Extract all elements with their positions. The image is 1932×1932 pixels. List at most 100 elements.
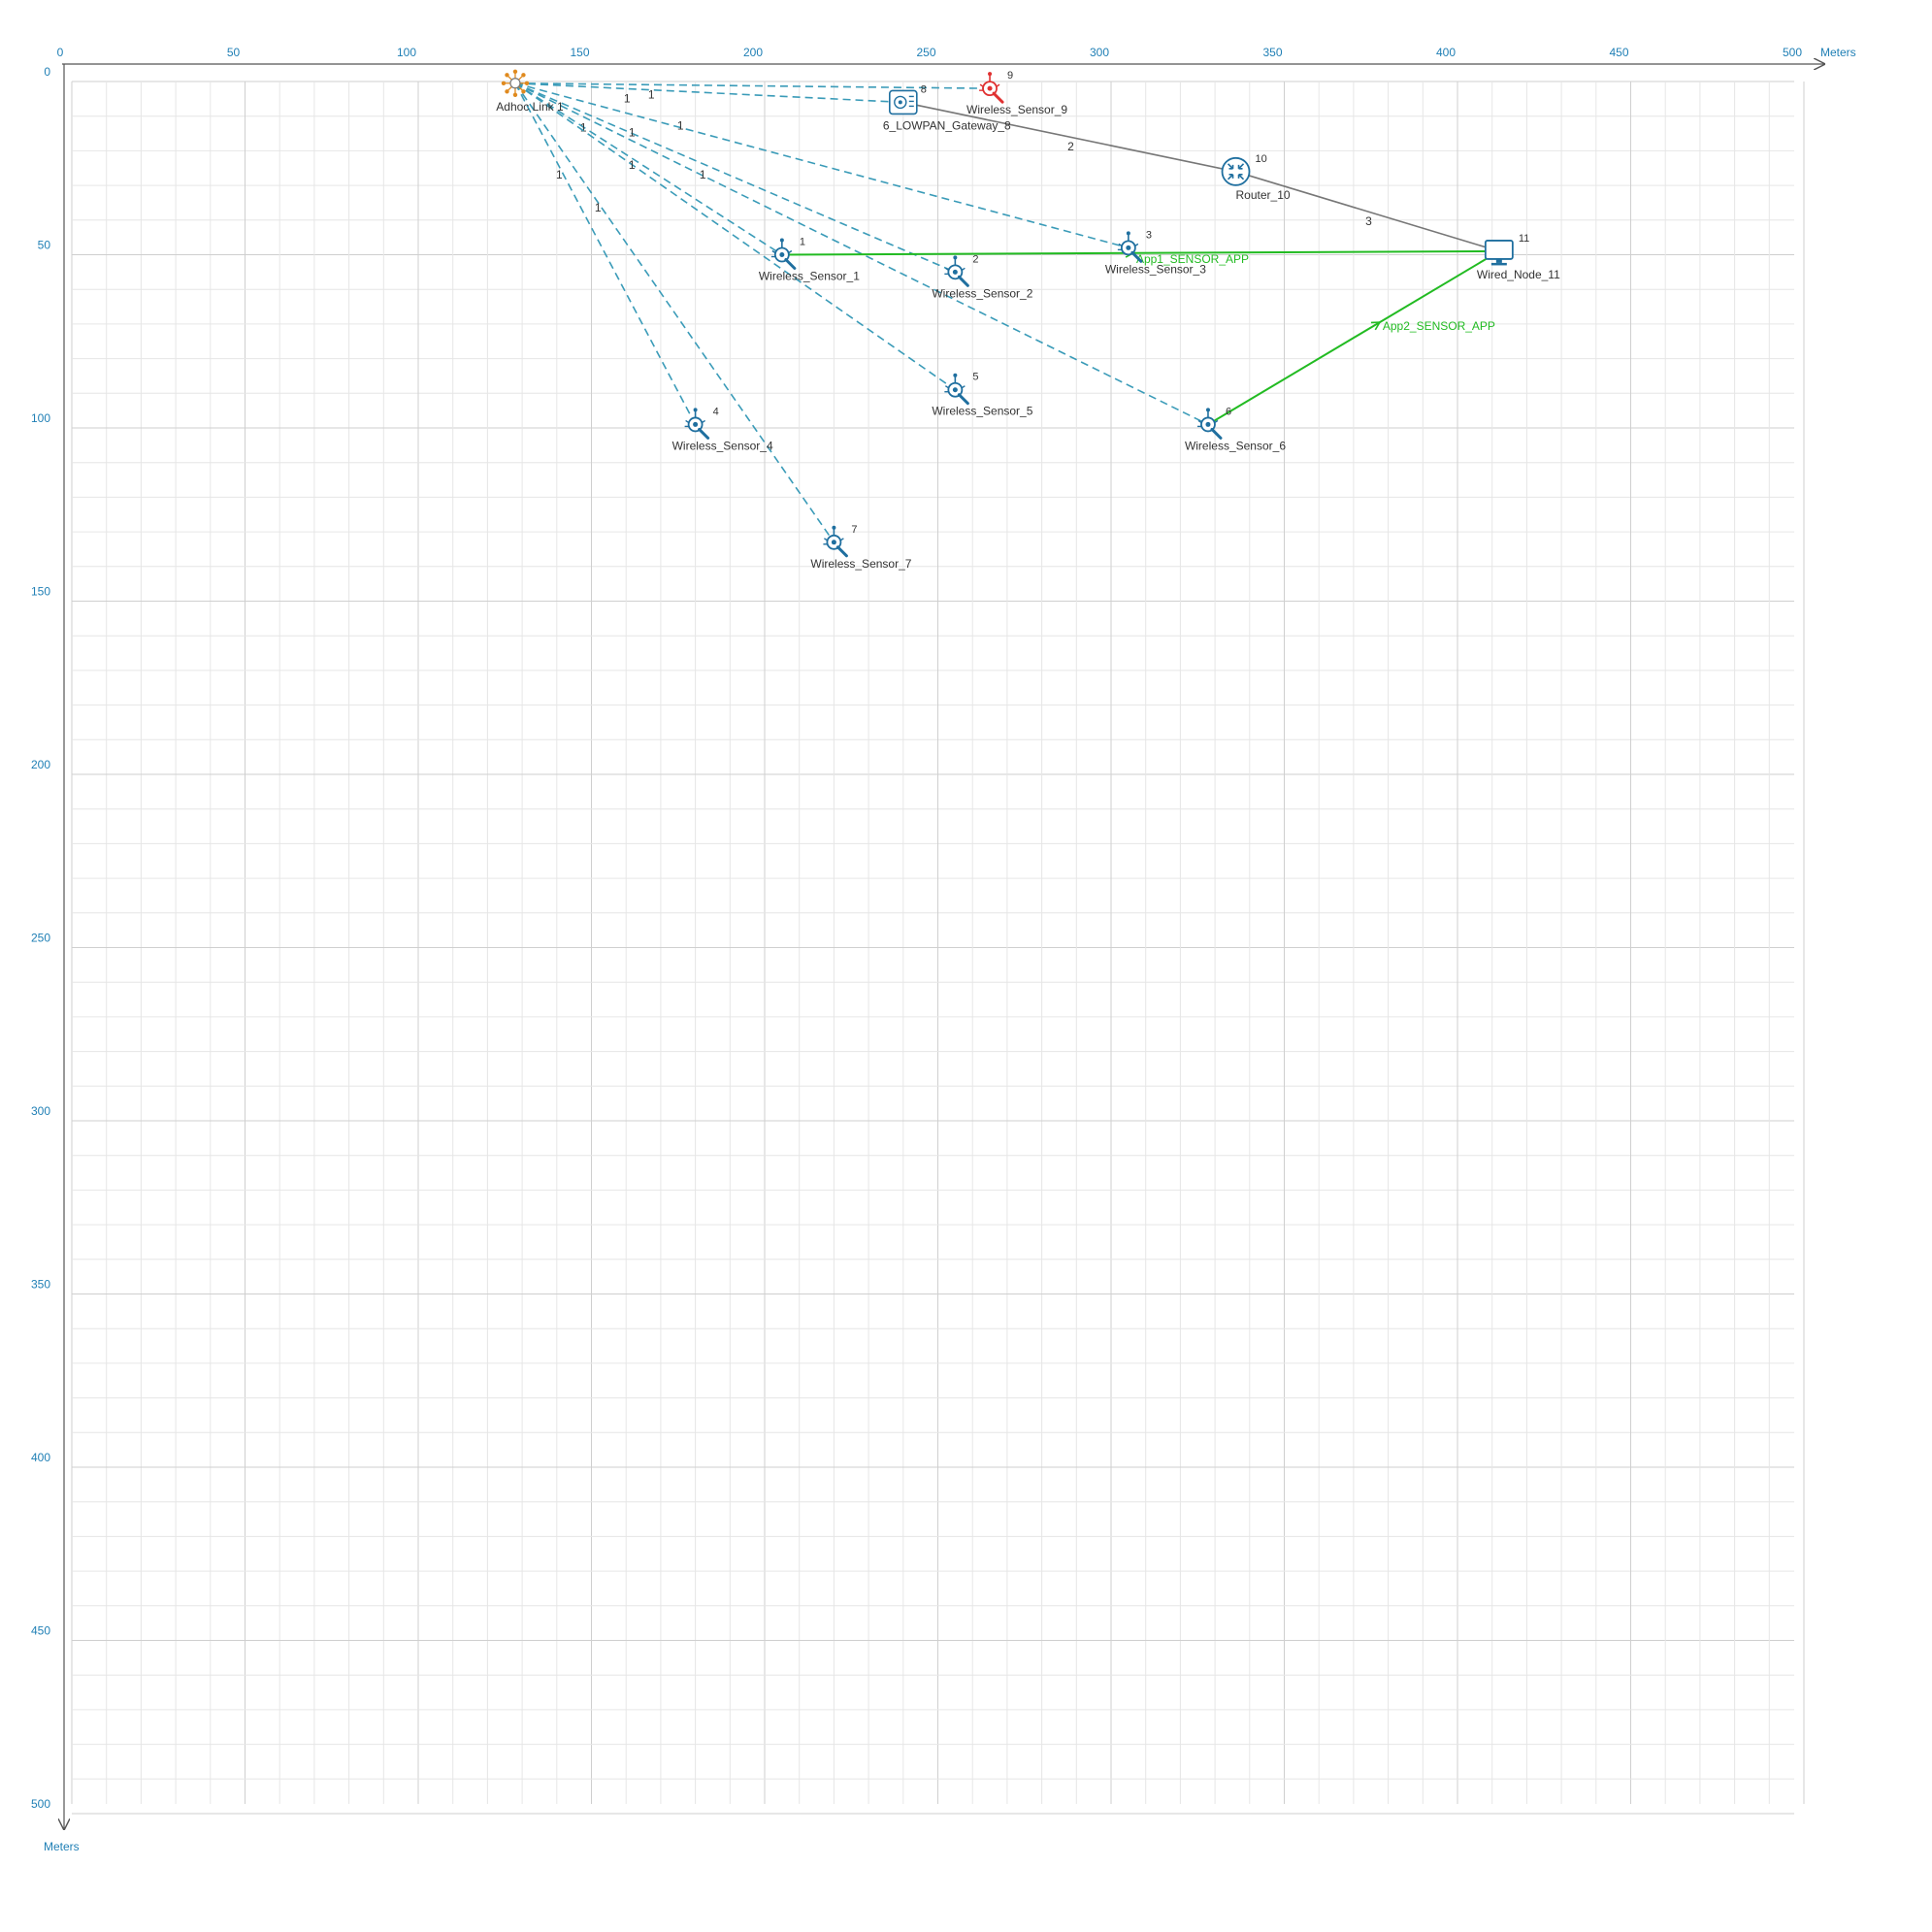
wireless-links: 1 1 1 1 1 1 1 1 1 <box>514 82 1209 543</box>
device-number: 10 <box>1256 153 1267 165</box>
wired-links: 23 <box>902 101 1500 252</box>
app-flow-2[interactable] <box>1207 250 1500 426</box>
x-axis-unit: Meters <box>1820 46 1856 59</box>
device-number: 11 <box>1519 233 1529 245</box>
x-tick-label: 0 <box>57 46 64 59</box>
device-wn11[interactable]: 11 Wired_Node_11 <box>1477 233 1560 281</box>
wireless-link-ws7[interactable] <box>514 82 835 543</box>
sensor-icon <box>1117 231 1143 263</box>
device-number: 9 <box>1007 70 1013 82</box>
app-flow-arrow <box>1370 321 1382 331</box>
x-tick-label: 150 <box>570 46 589 59</box>
device-r10[interactable]: 10 Router_10 <box>1221 153 1291 202</box>
wireless-link-label: 1 <box>648 87 655 101</box>
wireless-link-label: 1 <box>624 91 631 105</box>
x-tick-label: 400 <box>1436 46 1456 59</box>
app-flow-1[interactable] <box>781 249 1499 256</box>
wireless-link-gw8[interactable] <box>514 82 903 104</box>
device-ws1[interactable]: 1 Wireless_Sensor_1 <box>759 237 860 283</box>
device-label: Wireless_Sensor_4 <box>672 439 773 452</box>
x-tick-label: 250 <box>916 46 935 59</box>
x-tick-label: 100 <box>397 46 416 59</box>
device-ws6[interactable]: 6 Wireless_Sensor_6 <box>1185 406 1286 452</box>
device-label: Adhoc Link 1 <box>496 100 564 114</box>
wireless-link-label: 1 <box>580 120 587 134</box>
x-tick-label: 200 <box>743 46 763 59</box>
wireless-link-ws3[interactable] <box>514 82 1130 249</box>
device-label: Wireless_Sensor_3 <box>1105 262 1206 276</box>
device-adhoc[interactable]: Adhoc Link 1 <box>496 69 564 114</box>
application-flows: App1_SENSOR_APP App2_SENSOR_APP <box>781 247 1500 426</box>
grid <box>71 81 1805 1815</box>
device-number: 5 <box>972 372 978 383</box>
sensor-icon <box>684 408 710 440</box>
wireless-link-ws4[interactable] <box>514 82 697 425</box>
wired-link-r10-wn11[interactable] <box>1235 171 1500 252</box>
device-number: 1 <box>800 237 805 248</box>
device-label: Wireless_Sensor_6 <box>1185 439 1286 452</box>
wireless-link-label: 1 <box>595 201 602 214</box>
app-flow-label: App2_SENSOR_APP <box>1383 319 1495 333</box>
device-label: 6_LOWPAN_Gateway_8 <box>883 118 1011 132</box>
device-ws5[interactable]: 5 Wireless_Sensor_5 <box>932 372 1032 418</box>
x-tick-label: 450 <box>1609 46 1628 59</box>
y-axis-unit: Meters <box>44 1840 80 1853</box>
app-flow-label: App1_SENSOR_APP <box>1136 252 1249 266</box>
wired-link-gw8-r10[interactable] <box>902 101 1236 173</box>
device-label: Wireless_Sensor_7 <box>810 557 911 571</box>
device-gw8[interactable]: 8 6_LOWPAN_Gateway_8 <box>883 83 1011 132</box>
wireless-link-label: 1 <box>629 125 636 139</box>
wireless-link-ws9[interactable] <box>514 82 991 89</box>
device-label: Wireless_Sensor_5 <box>932 405 1032 418</box>
router-icon <box>1221 156 1251 186</box>
y-tick-label: 100 <box>31 411 50 425</box>
x-tick-label: 50 <box>227 46 241 59</box>
wired-link-label: 2 <box>1067 140 1074 153</box>
x-tick-label: 500 <box>1783 46 1802 59</box>
y-tick-label: 200 <box>31 758 50 771</box>
x-tick-label: 300 <box>1090 46 1109 59</box>
device-number: 7 <box>851 524 857 536</box>
sensor-icon <box>770 238 797 270</box>
y-tick-label: 450 <box>31 1624 50 1638</box>
wired-node-icon <box>1484 240 1514 266</box>
y-tick-label: 350 <box>31 1278 50 1292</box>
y-tick-label: 500 <box>31 1797 50 1811</box>
device-number: 2 <box>972 253 978 265</box>
sensor-icon <box>944 255 969 287</box>
wireless-link-label: 1 <box>556 168 563 181</box>
adhoc-link-icon <box>501 69 530 97</box>
device-number: 6 <box>1226 406 1231 417</box>
y-tick-label: 250 <box>31 932 50 945</box>
device-number: 3 <box>1146 229 1152 241</box>
y-tick-label: 0 <box>44 65 50 79</box>
wireless-link-ws1[interactable] <box>514 82 783 256</box>
wireless-link-ws2[interactable] <box>514 82 956 274</box>
y-tick-label: 400 <box>31 1451 50 1464</box>
device-number: 8 <box>921 83 927 95</box>
sensor-red-icon <box>979 72 1004 104</box>
sensor-icon <box>1196 408 1223 440</box>
gateway-icon <box>888 89 918 115</box>
wireless-link-ws5[interactable] <box>514 82 956 391</box>
device-label: Wireless_Sensor_2 <box>932 286 1032 300</box>
y-tick-label: 50 <box>38 239 51 252</box>
x-tick-label: 350 <box>1262 46 1282 59</box>
device-ws9[interactable]: 9 Wireless_Sensor_9 <box>966 70 1067 116</box>
device-label: Router_10 <box>1235 188 1290 202</box>
device-label: Wireless_Sensor_1 <box>759 270 860 283</box>
device-ws2[interactable]: 2 Wireless_Sensor_2 <box>932 253 1032 300</box>
device-label: Wired_Node_11 <box>1477 268 1560 281</box>
sensor-icon <box>823 525 848 558</box>
device-ws4[interactable]: 4 Wireless_Sensor_4 <box>672 406 773 452</box>
device-number: 4 <box>713 406 719 417</box>
wired-link-label: 3 <box>1365 214 1372 228</box>
device-ws3[interactable]: 3 Wireless_Sensor_3 <box>1105 229 1206 276</box>
axes: 0 50 100 150 200 250 300 350 400 450 500 0 50 100 150 2… <box>31 46 1856 1853</box>
devices: Adhoc Link 1 1 Wireless_Sensor_1 2 Wireless_… <box>496 69 1560 571</box>
device-ws7[interactable]: 7 Wireless_Sensor_7 <box>810 524 911 571</box>
y-tick-label: 150 <box>31 585 50 599</box>
wireless-link-label: 1 <box>677 118 684 132</box>
sensor-icon <box>944 373 969 406</box>
